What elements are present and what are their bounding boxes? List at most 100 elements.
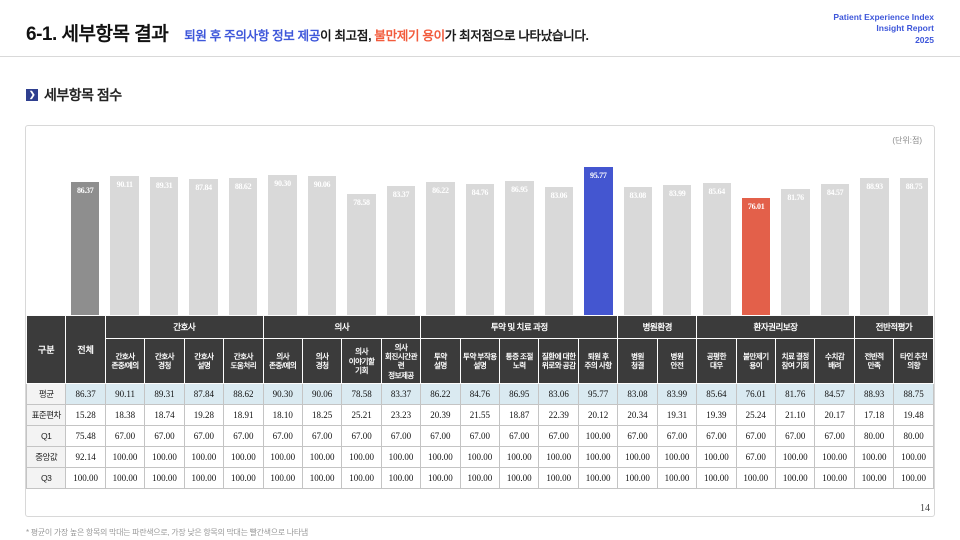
subtitle-highlight-high: 퇴원 후 주의사항 정보 제공 bbox=[184, 29, 321, 44]
table-cell: 100.00 bbox=[814, 446, 855, 469]
header-total: 전체 bbox=[65, 315, 106, 385]
chart-bar-cell: 90.30 bbox=[263, 126, 302, 316]
table-cell: 100.00 bbox=[420, 446, 461, 469]
section-title: ❯ 세부항목 점수 bbox=[26, 85, 960, 105]
table-cell: 80.00 bbox=[893, 425, 934, 448]
table-cell: 86.37 bbox=[65, 383, 106, 406]
bar-value-label: 86.37 bbox=[76, 185, 94, 195]
page-title: 6-1. 세부항목 결과 bbox=[26, 24, 169, 46]
table-cell: 18.87 bbox=[499, 404, 540, 427]
table-cell: 87.84 bbox=[183, 383, 225, 406]
table-cell: 67.00 bbox=[735, 446, 777, 469]
table-cell: 100.00 bbox=[420, 467, 461, 490]
chart-bar: 81.76 bbox=[781, 188, 810, 316]
bar-value-label: 90.11 bbox=[116, 179, 133, 189]
chart-bar: 78.58 bbox=[347, 193, 376, 316]
table-cell: 80.00 bbox=[853, 425, 895, 448]
table-row: 중앙값 92.14 100.00 100.00 100.00 100.00 100.00 10… bbox=[25, 446, 934, 469]
subtitle-tail: 가 최저점으로 나타났습니다. bbox=[444, 29, 589, 44]
table-cell: 100.00 bbox=[577, 446, 619, 469]
table-cell: 100.00 bbox=[696, 446, 737, 469]
bar-value-label: 83.99 bbox=[668, 189, 686, 199]
row-label: Q1 bbox=[25, 425, 67, 448]
table-cell: 100.00 bbox=[775, 446, 816, 469]
header-subitem: 통증 조절 노력 bbox=[499, 338, 540, 385]
table-cell: 67.00 bbox=[696, 425, 737, 448]
header-subitem: 수치감 배려 bbox=[814, 338, 855, 385]
footnote: * 평균이 가장 높은 항목의 막대는 파란색으로, 가장 낮은 항목의 막대는… bbox=[26, 528, 308, 538]
table-cell: 83.99 bbox=[656, 383, 698, 406]
header-subitem: 간호사 존중/예의 bbox=[104, 338, 146, 385]
chart-bar: 87.84 bbox=[189, 179, 218, 316]
table-cell: 18.91 bbox=[223, 404, 264, 427]
bar-value-label: 83.06 bbox=[550, 190, 568, 200]
table-cell: 19.39 bbox=[696, 404, 737, 427]
bar-value-label: 78.58 bbox=[353, 197, 370, 207]
table-cell: 67.00 bbox=[183, 425, 225, 448]
table-cell: 18.25 bbox=[301, 404, 343, 427]
chart-bar-cell: 83.08 bbox=[618, 126, 657, 316]
bar-value-label: 83.08 bbox=[629, 190, 647, 200]
chart-bar: 83.99 bbox=[663, 185, 692, 316]
bar-value-label: 81.76 bbox=[787, 192, 804, 202]
header-gubun: 구분 bbox=[25, 315, 67, 385]
header-subitem: 의사 회진시간관련 정보제공 bbox=[380, 338, 422, 385]
table-cell: 83.08 bbox=[617, 383, 658, 406]
table-cell: 84.76 bbox=[459, 383, 501, 406]
table-cell: 67.00 bbox=[459, 425, 501, 448]
table-cell: 25.24 bbox=[735, 404, 777, 427]
subtitle-highlight-low: 불만제기 용이 bbox=[374, 29, 445, 44]
header-subitem: 병원 청결 bbox=[617, 338, 658, 385]
table-cell: 100.00 bbox=[183, 446, 225, 469]
bar-value-label: 95.77 bbox=[590, 171, 607, 181]
table-cell: 100.00 bbox=[341, 446, 382, 469]
table-cell: 18.74 bbox=[144, 404, 185, 427]
row-label: 중앙값 bbox=[25, 446, 67, 469]
header-group: 간호사 bbox=[104, 315, 264, 340]
bar-value-label: 86.22 bbox=[432, 185, 449, 195]
table-cell: 100.00 bbox=[104, 446, 146, 469]
table-cell: 100.00 bbox=[814, 467, 855, 490]
table-cell: 100.00 bbox=[183, 467, 225, 490]
table-cell: 67.00 bbox=[341, 425, 382, 448]
table-cell: 15.28 bbox=[65, 404, 106, 427]
chart-bar: 90.30 bbox=[268, 175, 297, 316]
table-cell: 20.39 bbox=[420, 404, 461, 427]
table-cell: 83.06 bbox=[538, 383, 579, 406]
table-cell: 100.00 bbox=[656, 467, 698, 490]
subtitle: 퇴원 후 주의사항 정보 제공이 최고점, 불만제기 용이가 최저점으로 나타났… bbox=[184, 25, 589, 44]
brand-text: Patient Experience Index Insight Report … bbox=[833, 12, 934, 46]
bar-value-label: 88.93 bbox=[866, 181, 883, 191]
brand-line-2: Insight Report bbox=[876, 23, 934, 34]
chart-bar-cell: 84.76 bbox=[460, 126, 499, 316]
table-cell: 67.00 bbox=[262, 425, 303, 448]
table-cell: 100.00 bbox=[577, 425, 619, 448]
chart-bar-cell: 84.57 bbox=[815, 126, 854, 316]
header-group: 의사 bbox=[262, 315, 422, 340]
chart-bar: 83.06 bbox=[544, 186, 574, 316]
table-cell: 67.00 bbox=[380, 425, 422, 448]
header-subitem: 퇴원 후 주의 사항 bbox=[577, 338, 619, 385]
chart-bar: 84.76 bbox=[465, 184, 495, 316]
chart-bar-cell: 83.99 bbox=[658, 126, 697, 316]
table-cell: 81.76 bbox=[775, 383, 816, 406]
table-cell: 100.00 bbox=[617, 467, 658, 490]
table-cell: 100.00 bbox=[104, 467, 146, 490]
chart-bar-cell: 88.93 bbox=[855, 126, 894, 316]
page-header: 6-1. 세부항목 결과 퇴원 후 주의사항 정보 제공이 최고점, 불만제기 … bbox=[0, 0, 960, 46]
table-cell: 100.00 bbox=[341, 467, 382, 490]
table-cell: 67.00 bbox=[301, 425, 343, 448]
chart-bar-cell: 86.37 bbox=[65, 126, 104, 316]
table-cell: 100.00 bbox=[380, 446, 422, 469]
header-subitem: 치료 결정 참여 기회 bbox=[775, 338, 816, 385]
table-cell: 67.00 bbox=[814, 425, 855, 448]
table-cell: 85.64 bbox=[696, 383, 737, 406]
table-row: 표준편차 15.28 18.38 18.74 19.28 18.91 18.10 18.25 2… bbox=[25, 404, 934, 427]
table-cell: 20.12 bbox=[577, 404, 619, 427]
chart-bar: 88.93 bbox=[860, 177, 889, 316]
table-cell: 90.06 bbox=[301, 383, 343, 406]
table-cell: 67.00 bbox=[499, 425, 540, 448]
chart-bar: 95.77 bbox=[584, 167, 613, 316]
table-cell: 67.00 bbox=[420, 425, 461, 448]
chart-bar-cell: 83.37 bbox=[381, 126, 420, 316]
